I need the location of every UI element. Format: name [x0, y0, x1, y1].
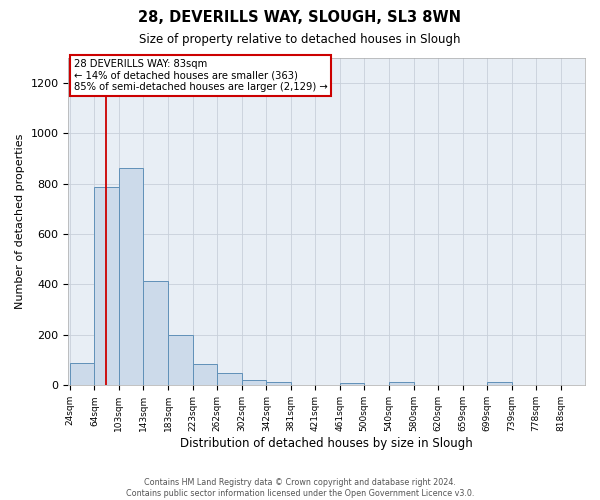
X-axis label: Distribution of detached houses by size in Slough: Distribution of detached houses by size … [181, 437, 473, 450]
Bar [94, 188, 119, 386]
Bar [487, 382, 512, 386]
Text: 28, DEVERILLS WAY, SLOUGH, SL3 8WN: 28, DEVERILLS WAY, SLOUGH, SL3 8WN [139, 10, 461, 25]
Bar [143, 280, 168, 386]
Bar [266, 382, 290, 386]
Bar [168, 335, 193, 386]
Y-axis label: Number of detached properties: Number of detached properties [15, 134, 25, 309]
Bar [389, 382, 413, 386]
Text: Contains HM Land Registry data © Crown copyright and database right 2024.
Contai: Contains HM Land Registry data © Crown c… [126, 478, 474, 498]
Bar [70, 362, 94, 386]
Bar [242, 380, 266, 386]
Bar [119, 168, 143, 386]
Bar [217, 372, 242, 386]
Bar [193, 364, 217, 386]
Text: Size of property relative to detached houses in Slough: Size of property relative to detached ho… [139, 32, 461, 46]
Text: 28 DEVERILLS WAY: 83sqm
← 14% of detached houses are smaller (363)
85% of semi-d: 28 DEVERILLS WAY: 83sqm ← 14% of detache… [74, 59, 328, 92]
Bar [340, 383, 364, 386]
